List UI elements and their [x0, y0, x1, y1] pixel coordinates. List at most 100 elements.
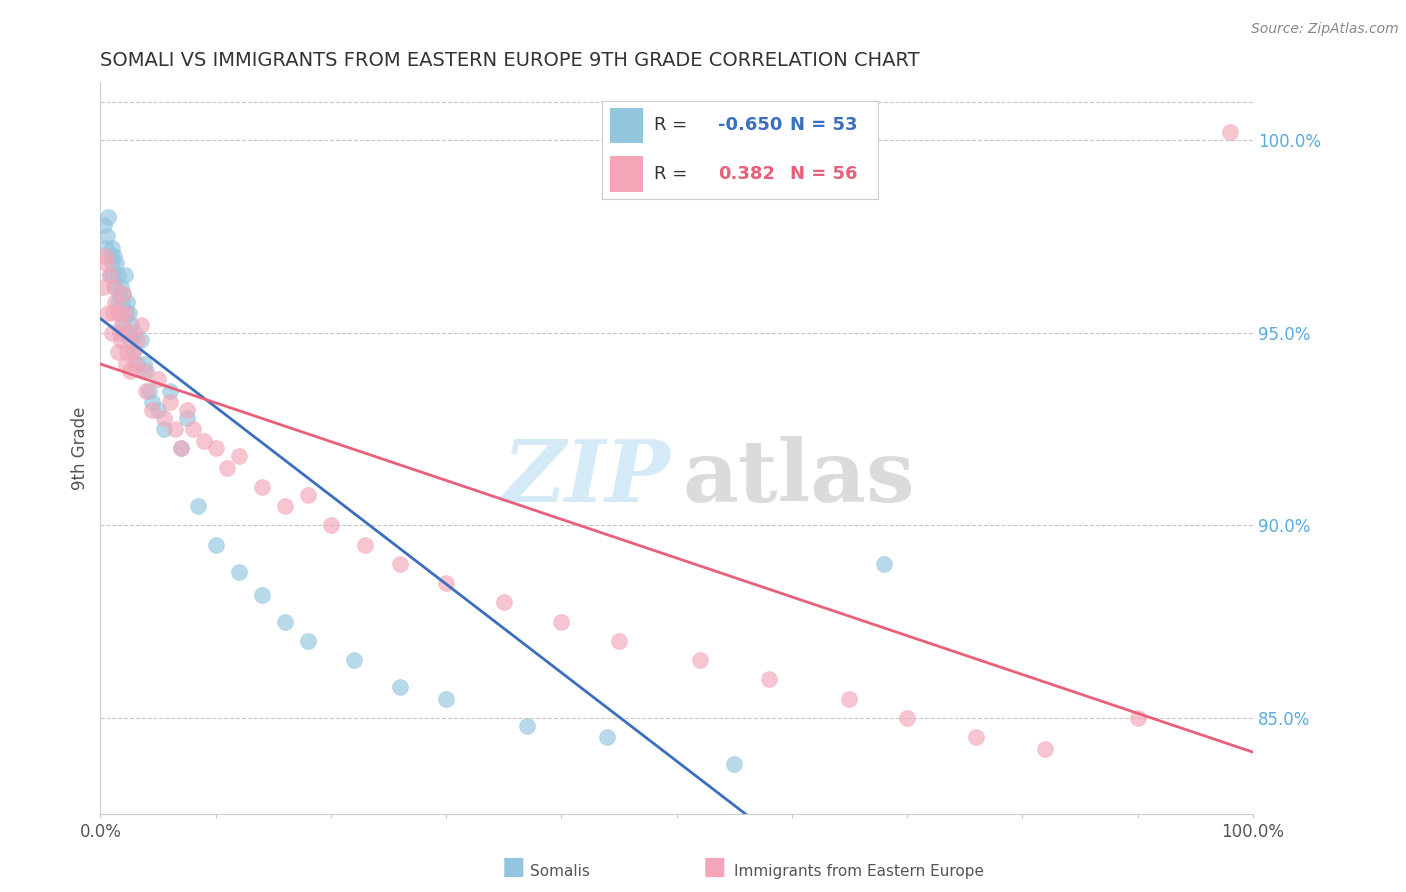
Point	[108, 326, 131, 340]
Point	[93, 218, 115, 232]
Point	[115, 294, 138, 309]
Point	[170, 442, 193, 456]
Point	[250, 480, 273, 494]
Point	[297, 634, 319, 648]
Point	[141, 395, 163, 409]
Point	[388, 680, 411, 694]
Point	[101, 241, 124, 255]
Point	[297, 487, 319, 501]
Point	[129, 318, 152, 332]
Text: ■: ■	[502, 855, 524, 879]
Point	[103, 279, 125, 293]
Point	[434, 691, 457, 706]
Point	[159, 395, 181, 409]
Point	[135, 384, 157, 398]
Point	[91, 279, 114, 293]
Point	[758, 673, 780, 687]
Point	[114, 357, 136, 371]
Point	[120, 334, 142, 348]
Point	[124, 326, 146, 340]
Point	[104, 294, 127, 309]
Point	[97, 306, 120, 320]
Point	[110, 279, 132, 293]
Point	[111, 318, 134, 332]
Point	[838, 691, 860, 706]
Point	[107, 268, 129, 282]
Text: SOMALI VS IMMIGRANTS FROM EASTERN EUROPE 9TH GRADE CORRELATION CHART: SOMALI VS IMMIGRANTS FROM EASTERN EUROPE…	[100, 51, 920, 70]
Point	[94, 256, 117, 270]
Text: Somalis: Somalis	[530, 863, 591, 879]
Point	[596, 731, 619, 745]
Point	[114, 268, 136, 282]
Point	[492, 595, 515, 609]
Point	[118, 306, 141, 320]
Point	[228, 449, 250, 463]
Point	[118, 326, 141, 340]
Point	[97, 210, 120, 224]
Point	[274, 499, 297, 513]
Point	[152, 422, 174, 436]
Point	[98, 268, 121, 282]
Point	[101, 326, 124, 340]
Point	[100, 249, 122, 263]
Point	[146, 402, 169, 417]
Point	[117, 326, 139, 340]
Point	[94, 249, 117, 263]
Point	[121, 345, 143, 359]
Point	[176, 410, 198, 425]
Point	[114, 306, 136, 320]
Point	[107, 294, 129, 309]
Point	[101, 268, 124, 282]
Point	[138, 384, 160, 398]
Point	[112, 287, 135, 301]
Point	[127, 357, 149, 371]
Point	[111, 294, 134, 309]
Point	[1035, 741, 1057, 756]
Text: atlas: atlas	[682, 435, 915, 520]
Point	[159, 384, 181, 398]
Point	[1219, 125, 1241, 139]
Point	[129, 334, 152, 348]
Point	[105, 256, 128, 270]
Point	[516, 719, 538, 733]
Point	[343, 653, 366, 667]
Point	[181, 422, 204, 436]
Point	[108, 306, 131, 320]
Point	[112, 287, 135, 301]
Point	[134, 364, 156, 378]
Point	[1126, 711, 1149, 725]
Point	[101, 256, 124, 270]
Point	[873, 557, 896, 571]
Point	[723, 757, 745, 772]
Point	[607, 634, 630, 648]
Point	[115, 345, 138, 359]
Point	[176, 402, 198, 417]
Point	[141, 402, 163, 417]
Point	[114, 306, 136, 320]
Point	[134, 357, 156, 371]
Point	[274, 615, 297, 629]
Point	[112, 318, 135, 332]
Point	[550, 615, 572, 629]
Point	[124, 357, 146, 371]
Point	[152, 410, 174, 425]
Point	[354, 538, 377, 552]
Point	[204, 538, 226, 552]
Y-axis label: 9th Grade: 9th Grade	[72, 407, 89, 490]
Point	[388, 557, 411, 571]
Point	[165, 422, 187, 436]
Point	[135, 364, 157, 378]
Text: Immigrants from Eastern Europe: Immigrants from Eastern Europe	[734, 863, 984, 879]
Point	[120, 364, 142, 378]
Point	[98, 268, 121, 282]
Point	[204, 442, 226, 456]
Point	[187, 499, 209, 513]
Point	[94, 241, 117, 255]
Point	[217, 460, 239, 475]
Point	[121, 318, 143, 332]
Point	[121, 345, 143, 359]
Point	[434, 576, 457, 591]
Point	[896, 711, 918, 725]
Point	[103, 249, 125, 263]
Point	[170, 442, 193, 456]
